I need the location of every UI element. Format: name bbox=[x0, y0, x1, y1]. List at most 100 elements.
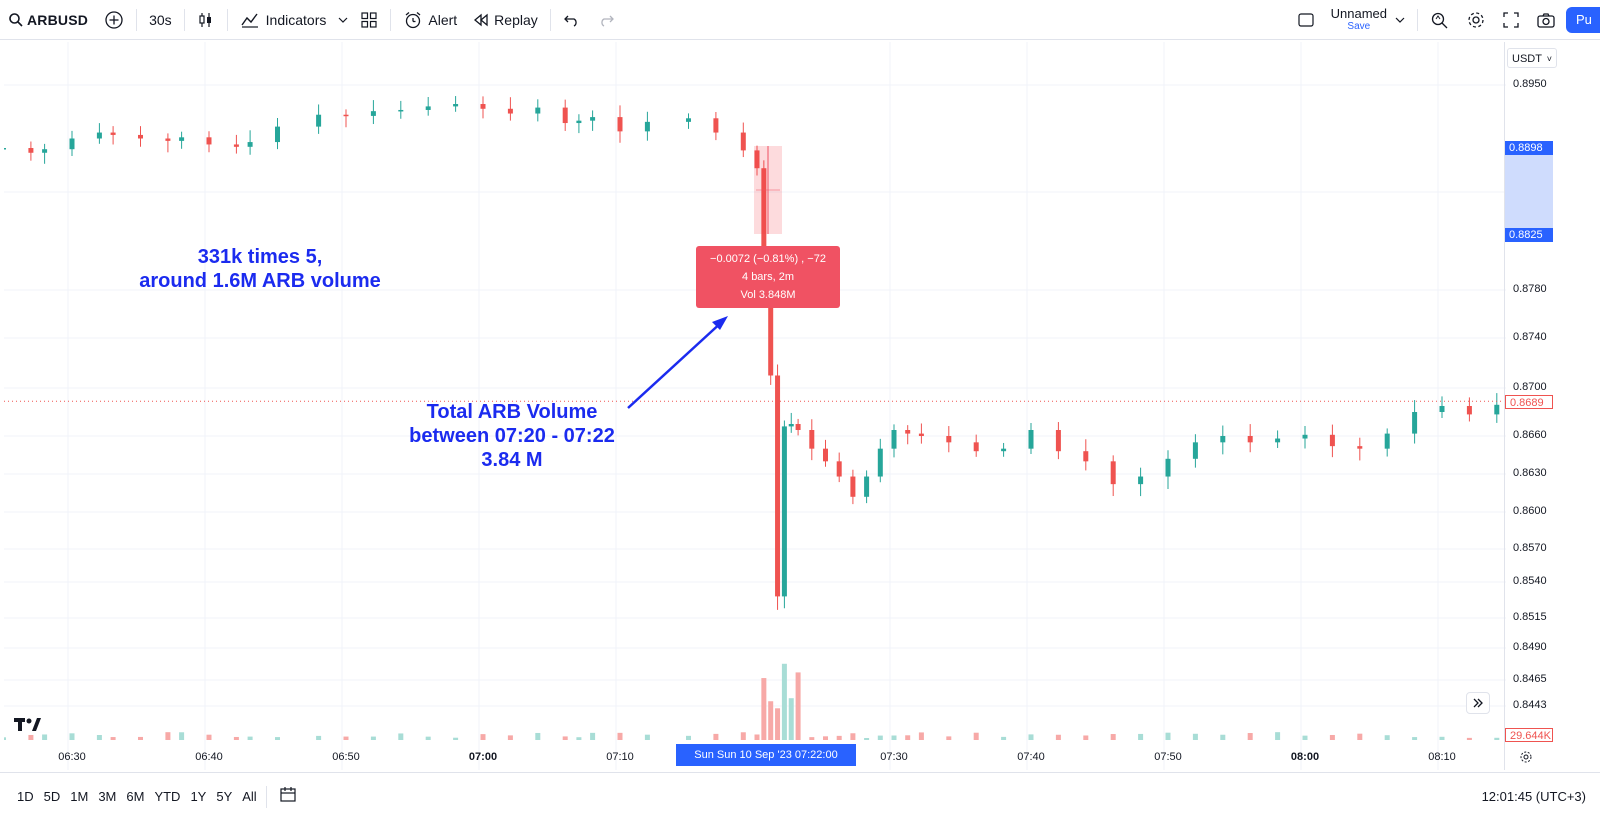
chart-pane[interactable] bbox=[4, 42, 1506, 770]
volume-bar bbox=[713, 733, 719, 740]
chevron-down-icon bbox=[338, 15, 348, 25]
volume-bar bbox=[576, 737, 582, 740]
price-tick: 0.8515 bbox=[1513, 611, 1547, 623]
gear-icon bbox=[1466, 10, 1486, 30]
volume-bar bbox=[247, 736, 253, 740]
indicators-button[interactable]: Indicators bbox=[232, 0, 335, 40]
volume-bar bbox=[1494, 737, 1500, 740]
candle-body bbox=[69, 138, 75, 150]
chart-type-button[interactable] bbox=[189, 0, 223, 40]
snapshot-button[interactable] bbox=[1528, 0, 1564, 40]
quick-search-button[interactable] bbox=[1422, 0, 1458, 40]
templates-button[interactable] bbox=[352, 0, 386, 40]
candle-body bbox=[1192, 442, 1198, 459]
redo-button[interactable] bbox=[589, 0, 623, 40]
price-tick: 0.8600 bbox=[1513, 505, 1547, 517]
volume-bar bbox=[233, 736, 239, 740]
candle-body bbox=[370, 111, 376, 116]
range-button-1y[interactable]: 1Y bbox=[190, 789, 207, 804]
candle-body bbox=[788, 424, 794, 427]
candle-body bbox=[1329, 434, 1335, 447]
calendar-icon bbox=[279, 785, 297, 803]
layout-name-button[interactable]: Unnamed Save bbox=[1323, 0, 1413, 40]
candle-body bbox=[891, 430, 897, 449]
go-to-date-button[interactable] bbox=[279, 785, 297, 808]
candle-body bbox=[1001, 448, 1007, 452]
chevron-down-icon bbox=[1395, 15, 1405, 25]
price-tick: 0.8443 bbox=[1513, 699, 1547, 711]
symbol-search[interactable]: ARBUSD bbox=[0, 0, 96, 40]
range-button-5y[interactable]: 5Y bbox=[216, 789, 233, 804]
candle-body bbox=[1302, 434, 1308, 439]
alert-button[interactable]: Alert bbox=[395, 0, 465, 40]
volume-bar bbox=[788, 698, 794, 740]
indicators-dropdown[interactable] bbox=[334, 0, 352, 40]
gear-icon bbox=[1519, 750, 1533, 764]
axis-settings-button[interactable] bbox=[1519, 750, 1533, 769]
volume-bar bbox=[754, 734, 760, 740]
currency-selector[interactable]: USDT ˅ bbox=[1507, 48, 1557, 68]
bottom-toolbar: 1D 5D 1M 3M 6M YTD 1Y 5Y All 12:01:45 (UTC+3) bbox=[0, 772, 1600, 820]
volume-bar bbox=[1165, 732, 1171, 740]
candle-body bbox=[206, 137, 212, 145]
total-volume-note: Total ARB Volume between 07:20 - 07:22 3… bbox=[370, 400, 654, 472]
time-tick: 06:50 bbox=[332, 751, 360, 763]
price-tick: 0.8660 bbox=[1513, 429, 1547, 441]
layout-checkbox[interactable] bbox=[1289, 0, 1323, 40]
volume-bar bbox=[836, 735, 842, 740]
candlestick-chart[interactable] bbox=[4, 42, 1506, 770]
candlestick-icon bbox=[197, 11, 215, 29]
candle-body bbox=[1357, 446, 1363, 449]
top-toolbar: ARBUSD 30s Indicators Alert Replay Unna bbox=[0, 0, 1600, 40]
volume-bar bbox=[1028, 734, 1034, 740]
total-volume-line1: Total ARB Volume bbox=[426, 401, 598, 423]
time-tick: 07:10 bbox=[606, 751, 634, 763]
candle-body bbox=[247, 142, 253, 147]
candle-body bbox=[1494, 404, 1500, 415]
settings-button[interactable] bbox=[1458, 0, 1494, 40]
range-button-1m[interactable]: 1M bbox=[70, 789, 89, 804]
price-tick: 0.8700 bbox=[1513, 381, 1547, 393]
volume-bar bbox=[1001, 736, 1007, 740]
range-button-all[interactable]: All bbox=[242, 789, 257, 804]
candle-body bbox=[864, 476, 870, 497]
candle-body bbox=[1110, 461, 1116, 485]
save-link[interactable]: Save bbox=[1347, 20, 1371, 32]
volume-bar bbox=[1110, 734, 1116, 740]
chart-grid bbox=[4, 42, 1506, 770]
measure-bars: 4 bars, 2m bbox=[742, 271, 794, 283]
range-button-6m[interactable]: 6M bbox=[126, 789, 145, 804]
volume-bar bbox=[480, 734, 486, 740]
volume-bar bbox=[96, 735, 102, 740]
time-tick: 07:50 bbox=[1154, 751, 1182, 763]
divider bbox=[136, 8, 138, 31]
compare-symbol-button[interactable] bbox=[96, 0, 132, 40]
undo-button[interactable] bbox=[555, 0, 589, 40]
scroll-to-realtime-button[interactable] bbox=[1466, 692, 1490, 714]
candle-body bbox=[1384, 433, 1390, 449]
volume-bar bbox=[864, 737, 870, 740]
candle-body bbox=[1220, 436, 1226, 443]
candle-body bbox=[644, 121, 650, 132]
range-button-1d[interactable]: 1D bbox=[17, 789, 34, 804]
volume-bar bbox=[453, 737, 459, 740]
timezone-clock[interactable]: 12:01:45 (UTC+3) bbox=[1481, 789, 1586, 804]
candle-body bbox=[795, 424, 801, 430]
candle-body bbox=[42, 149, 48, 153]
tradingview-logo[interactable] bbox=[14, 716, 42, 734]
volume-bar bbox=[507, 735, 513, 740]
range-button-ytd[interactable]: YTD bbox=[154, 789, 181, 804]
fullscreen-button[interactable] bbox=[1494, 0, 1528, 40]
replay-button[interactable]: Replay bbox=[465, 0, 546, 40]
price-scale[interactable]: USDT ˅ 0.89500.88600.87800.87400.87000.8… bbox=[1504, 42, 1600, 770]
candle-body bbox=[425, 106, 431, 110]
volume-bar bbox=[850, 733, 856, 740]
volume-bar bbox=[110, 737, 116, 740]
interval-button[interactable]: 30s bbox=[149, 11, 172, 28]
candle-body bbox=[617, 117, 623, 132]
range-button-3m[interactable]: 3M bbox=[98, 789, 117, 804]
publish-button[interactable]: Pu bbox=[1566, 7, 1600, 33]
divider bbox=[265, 785, 267, 808]
range-button-5d[interactable]: 5D bbox=[43, 789, 61, 804]
volume-bar bbox=[1275, 732, 1281, 740]
